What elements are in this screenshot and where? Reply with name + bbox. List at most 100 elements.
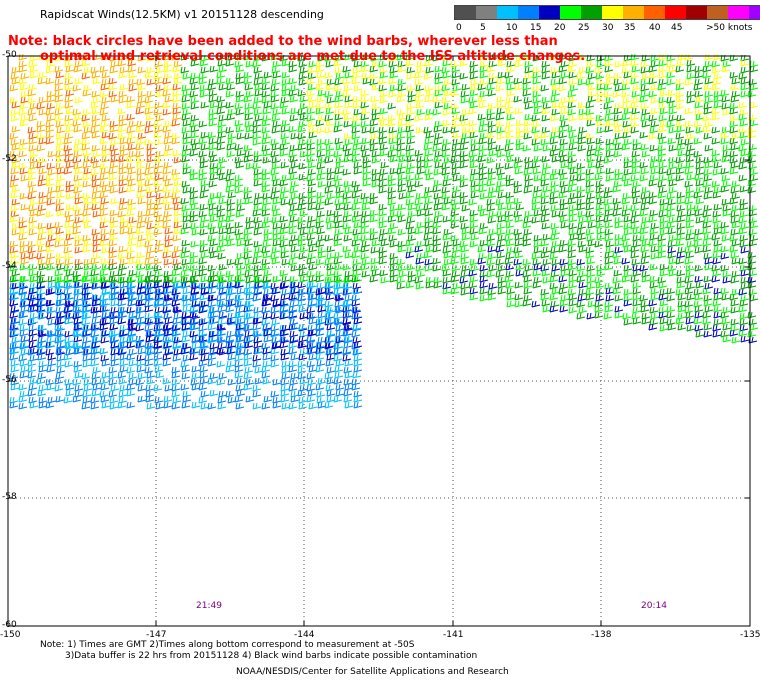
wind-barb bbox=[739, 312, 749, 320]
wind-barb bbox=[271, 257, 281, 265]
wind-barb bbox=[650, 83, 660, 91]
wind-barb bbox=[352, 95, 362, 103]
wind-barb bbox=[108, 180, 118, 188]
wind-barb bbox=[441, 186, 451, 194]
wind-barb bbox=[100, 354, 110, 362]
wind-barb bbox=[117, 125, 127, 133]
wind-barb bbox=[640, 167, 650, 175]
wind-barb bbox=[388, 60, 398, 68]
wind-barb bbox=[414, 71, 424, 79]
wind-barb bbox=[576, 168, 586, 176]
wind-barb bbox=[605, 144, 615, 152]
wind-barb bbox=[514, 60, 524, 68]
wind-barb bbox=[531, 126, 541, 134]
wind-barb bbox=[497, 191, 507, 199]
wind-barb bbox=[623, 179, 633, 187]
wind-barb bbox=[28, 114, 38, 122]
wind-barb bbox=[351, 180, 361, 188]
legend-color-bar bbox=[454, 5, 760, 20]
wind-barb bbox=[747, 251, 757, 259]
wind-barb bbox=[252, 120, 262, 128]
wind-barb bbox=[234, 228, 244, 236]
wind-barb bbox=[721, 293, 731, 301]
wind-barb bbox=[153, 359, 163, 367]
wind-barb bbox=[632, 197, 642, 205]
wind-barb bbox=[281, 288, 291, 296]
wind-barb bbox=[164, 240, 174, 248]
wind-barb bbox=[225, 305, 235, 313]
wind-barb bbox=[514, 300, 524, 308]
wind-barb bbox=[605, 78, 615, 86]
wind-barb bbox=[631, 107, 641, 115]
wind-barb bbox=[667, 240, 677, 248]
wind-barb bbox=[567, 288, 577, 296]
legend-swatch bbox=[518, 6, 539, 19]
wind-barb bbox=[405, 150, 415, 158]
wind-barb bbox=[298, 192, 308, 200]
wind-barb bbox=[324, 90, 334, 98]
wind-barb bbox=[522, 221, 532, 229]
wind-barb bbox=[730, 318, 740, 326]
wind-barb bbox=[441, 150, 451, 158]
wind-barb bbox=[270, 84, 280, 92]
wind-barb bbox=[459, 161, 469, 169]
wind-barb bbox=[397, 119, 407, 127]
wind-barb bbox=[488, 149, 498, 157]
wind-barb bbox=[90, 353, 100, 361]
wind-barb bbox=[704, 60, 714, 68]
wind-barb bbox=[307, 83, 317, 91]
wind-barb bbox=[514, 239, 524, 247]
wind-barb bbox=[198, 150, 208, 158]
wind-barb bbox=[307, 120, 317, 128]
wind-barb bbox=[685, 155, 695, 163]
wind-barb bbox=[226, 360, 236, 368]
wind-barb bbox=[585, 66, 595, 74]
wind-barb bbox=[506, 203, 516, 211]
wind-barb bbox=[172, 113, 182, 121]
wind-barb bbox=[271, 114, 281, 122]
wind-barb bbox=[298, 173, 308, 181]
wind-barb bbox=[396, 282, 406, 290]
wind-barb bbox=[163, 149, 173, 157]
wind-barb bbox=[308, 60, 318, 68]
latitude-tick-label: -58 bbox=[2, 492, 17, 502]
wind-barb bbox=[613, 203, 623, 211]
wind-barb bbox=[171, 269, 181, 277]
wind-barb bbox=[306, 360, 316, 368]
wind-barb bbox=[38, 227, 48, 235]
wind-barb bbox=[623, 126, 633, 134]
wind-barb bbox=[144, 366, 154, 374]
wind-barb bbox=[641, 120, 651, 128]
wind-barb bbox=[586, 119, 596, 127]
wind-barb bbox=[738, 305, 748, 313]
wind-barb bbox=[189, 294, 199, 302]
wind-barb bbox=[487, 293, 497, 301]
wind-barb bbox=[281, 59, 291, 67]
wind-barb bbox=[11, 143, 21, 151]
wind-barb bbox=[29, 162, 39, 170]
wind-barb bbox=[739, 210, 749, 218]
wind-barb bbox=[81, 132, 91, 140]
wind-barb bbox=[335, 324, 345, 332]
legend-label: 0 bbox=[456, 23, 462, 33]
wind-barb bbox=[351, 251, 361, 259]
wind-barb bbox=[739, 185, 749, 193]
wind-barb bbox=[729, 126, 739, 134]
wind-barb bbox=[243, 95, 253, 103]
wind-barb bbox=[495, 120, 505, 128]
wind-barb bbox=[153, 108, 163, 116]
wind-barb bbox=[316, 282, 326, 290]
wind-barb bbox=[243, 252, 253, 260]
wind-barb bbox=[163, 395, 173, 403]
wind-barb bbox=[370, 264, 380, 272]
wind-barb bbox=[200, 131, 210, 139]
wind-barb bbox=[551, 258, 561, 266]
wind-barb bbox=[263, 228, 273, 236]
wind-barb bbox=[387, 179, 397, 187]
wind-barb bbox=[289, 144, 299, 152]
wind-barb bbox=[738, 162, 748, 170]
wind-barb bbox=[307, 239, 317, 247]
wind-barb bbox=[200, 179, 210, 187]
wind-barb bbox=[290, 161, 300, 169]
wind-barb bbox=[109, 323, 119, 331]
